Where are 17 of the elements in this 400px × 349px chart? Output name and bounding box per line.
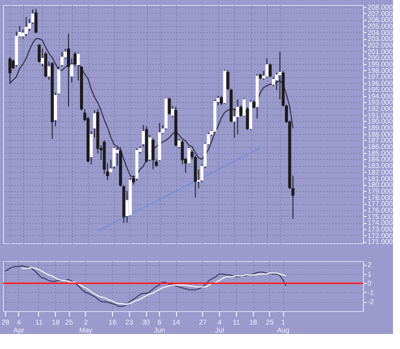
candlestick bbox=[44, 51, 48, 78]
candlestick bbox=[236, 99, 240, 135]
candlestick bbox=[142, 124, 145, 148]
candlestick bbox=[112, 146, 116, 170]
candlestick bbox=[47, 60, 50, 80]
candlestick bbox=[239, 104, 242, 118]
candlestick bbox=[34, 8, 38, 34]
candlestick bbox=[265, 58, 268, 78]
candlestick bbox=[152, 138, 155, 170]
candlestick bbox=[60, 51, 64, 68]
candlestick bbox=[76, 52, 80, 82]
candlestick bbox=[197, 168, 200, 189]
candlestick bbox=[38, 44, 41, 64]
candlestick bbox=[40, 48, 44, 68]
candlestick bbox=[168, 97, 171, 116]
candlestick bbox=[268, 62, 272, 78]
candlestick bbox=[24, 16, 28, 37]
